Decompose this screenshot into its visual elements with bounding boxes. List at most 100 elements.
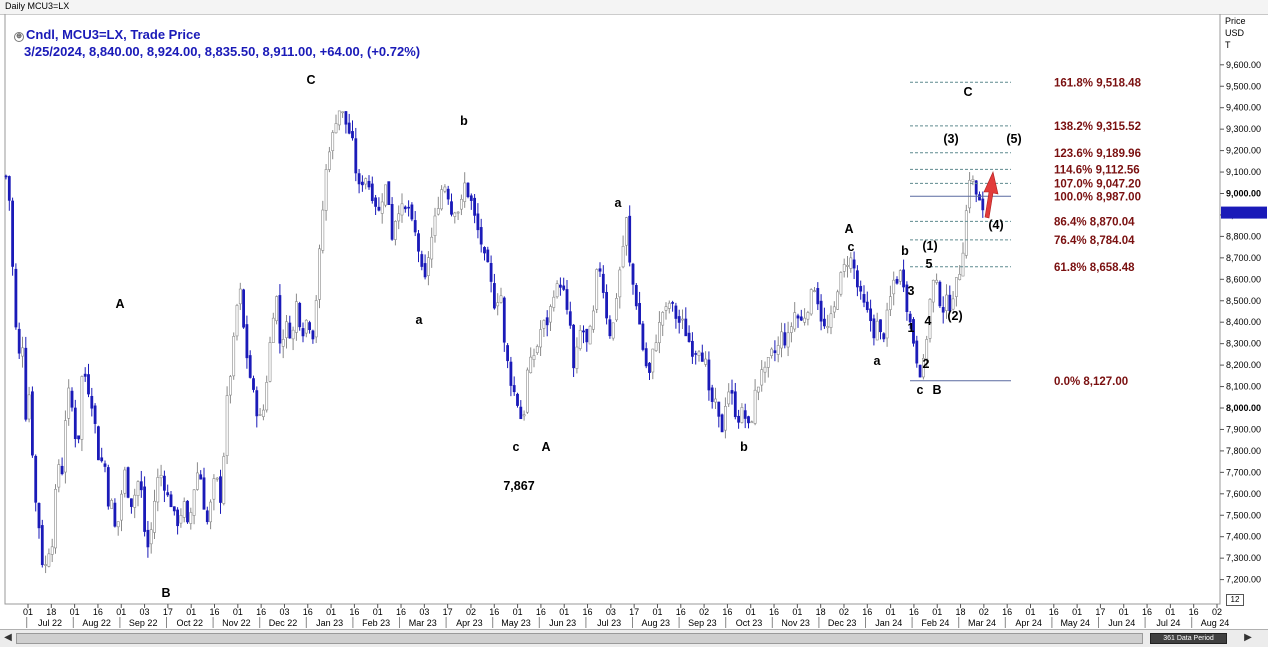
- candle-body: [242, 289, 246, 328]
- candle-body: [149, 529, 153, 545]
- candle-body: [529, 356, 533, 374]
- fib-level-label: 61.8% 8,658.48: [1054, 262, 1135, 274]
- candle-body: [426, 257, 430, 276]
- x-tick-label: 01: [513, 607, 523, 617]
- candle-body: [595, 269, 599, 310]
- x-tick-label: 16: [769, 607, 779, 617]
- candle-body: [275, 296, 279, 322]
- candle-body: [4, 175, 8, 178]
- candle-body: [341, 111, 345, 114]
- candle-body: [898, 270, 902, 282]
- x-tick-label: 01: [1072, 607, 1082, 617]
- x-month-label: Aug 24: [1201, 618, 1230, 628]
- horizontal-scrollbar[interactable]: ◀ 361 Data Period ▶: [0, 629, 1268, 647]
- candle-body: [697, 351, 701, 356]
- candle-body: [291, 329, 295, 340]
- candle-body: [710, 387, 714, 402]
- candle-body: [905, 284, 909, 313]
- data-period-indicator[interactable]: 361 Data Period: [1150, 633, 1227, 644]
- x-tick-label: 16: [210, 607, 220, 617]
- x-tick-label: 01: [746, 607, 756, 617]
- candle-body: [311, 330, 315, 340]
- candle-body: [588, 325, 592, 345]
- candle-body: [268, 342, 272, 382]
- y-axis-title-line: T: [1225, 40, 1231, 50]
- x-tick-label: 01: [233, 607, 243, 617]
- candle-body: [915, 340, 919, 364]
- x-month-label: Jun 23: [549, 618, 576, 628]
- candle-body: [816, 288, 820, 305]
- scroll-left-icon[interactable]: ◀: [4, 632, 12, 643]
- candle-body: [110, 500, 114, 509]
- candle-body: [549, 306, 552, 323]
- x-tick-label: 17: [443, 607, 453, 617]
- candle-body: [615, 298, 618, 321]
- wave-label: A: [844, 222, 853, 236]
- candle-body: [420, 254, 424, 267]
- x-month-label: Apr 23: [456, 618, 483, 628]
- candle-body: [318, 248, 321, 300]
- candle-body: [882, 333, 886, 340]
- circle-icon[interactable]: ⊕: [14, 32, 24, 42]
- candle-body: [143, 486, 147, 532]
- candle-body: [717, 401, 721, 417]
- scrollbar-thumb[interactable]: [16, 633, 1143, 644]
- candle-body: [852, 259, 856, 269]
- candle-body: [941, 307, 945, 313]
- candle-body: [337, 110, 341, 126]
- candle-body: [390, 204, 394, 240]
- candle-body: [360, 181, 364, 186]
- candle-body: [565, 289, 569, 310]
- candle-body: [80, 376, 84, 440]
- candle-body: [232, 336, 236, 377]
- candle-body: [605, 292, 609, 319]
- candle-body: [753, 389, 757, 424]
- candle-body: [67, 387, 71, 419]
- x-month-label: Nov 23: [781, 618, 810, 628]
- candle-body: [522, 414, 526, 417]
- y-tick-label: 9,000.00: [1226, 189, 1261, 199]
- candle-body: [690, 340, 694, 357]
- wave-label: (5): [1006, 132, 1021, 146]
- y-tick-label: 9,300.00: [1226, 124, 1261, 134]
- candle-body: [456, 211, 460, 214]
- corner-zoom-box[interactable]: 12: [1226, 594, 1244, 606]
- candle-body: [628, 215, 632, 263]
- x-tick-label: 16: [396, 607, 406, 617]
- y-tick-label: 7,700.00: [1226, 467, 1261, 477]
- candle-body: [285, 321, 288, 339]
- candle-body: [951, 298, 955, 310]
- candle-body: [357, 173, 361, 185]
- candle-body: [651, 348, 655, 373]
- candle-body: [146, 529, 150, 548]
- candle-body: [93, 405, 97, 424]
- candle-body: [34, 455, 38, 503]
- candle-body: [433, 215, 437, 236]
- candle-body: [535, 346, 539, 354]
- candle-body: [978, 194, 981, 201]
- candle-body: [608, 319, 612, 337]
- candle-body: [780, 331, 783, 349]
- candle-body: [321, 209, 325, 251]
- candle-body: [674, 305, 678, 319]
- x-tick-label: 16: [676, 607, 686, 617]
- candle-body: [892, 279, 896, 295]
- wave-label: 4: [925, 314, 932, 328]
- candle-body: [87, 374, 90, 395]
- candle-body: [265, 382, 269, 411]
- candle-body: [654, 342, 658, 351]
- x-tick-label: 17: [629, 607, 639, 617]
- candle-body: [492, 283, 496, 309]
- y-tick-label: 8,000.00: [1226, 403, 1261, 413]
- candle-body: [796, 315, 800, 319]
- candle-body: [786, 332, 790, 348]
- candle-body: [380, 201, 384, 214]
- scroll-right-icon[interactable]: ▶: [1244, 632, 1252, 643]
- fibonacci-levels: 161.8% 9,518.48 138.2% 9,315.52 123.6% 9,1…: [910, 77, 1142, 388]
- wave-label: C: [963, 85, 972, 99]
- price-chart[interactable]: 161.8% 9,518.48 138.2% 9,315.52 123.6% 9,1…: [0, 14, 1268, 629]
- candle-body: [288, 322, 292, 339]
- candle-body: [875, 320, 879, 341]
- candle-body: [572, 324, 576, 369]
